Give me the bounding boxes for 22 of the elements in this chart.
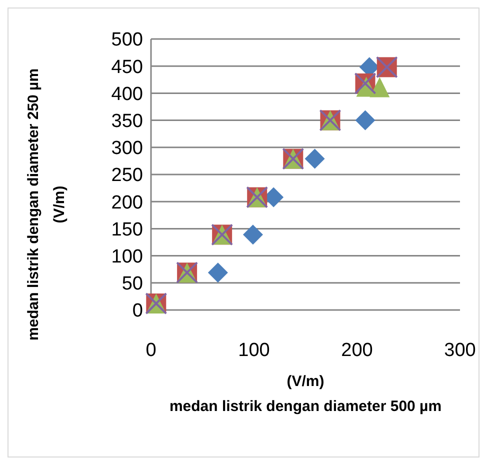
x-axis-title: (V/m) medan listrik dengan diameter 500 µm [169, 373, 442, 415]
point [208, 262, 228, 283]
y-tick-label: 50 [122, 274, 143, 295]
point [242, 224, 263, 245]
y-axis-title: medan listrik dengan diameter 250 µm (V/m) [25, 68, 68, 341]
y-tick-label: 350 [111, 110, 143, 132]
y-tick-label: 450 [111, 56, 143, 78]
y-tick-label: 500 [111, 30, 143, 51]
x-tick-label: 100 [238, 340, 270, 361]
y-tick-label: 200 [111, 192, 143, 214]
y-tick-label: 300 [111, 138, 143, 160]
x-tick-label: 0 [146, 340, 156, 361]
x-tick-label: 300 [444, 340, 476, 361]
y-tick-label: 400 [111, 84, 143, 105]
point [355, 110, 376, 130]
point [370, 77, 390, 98]
y-tick-label: 0 [132, 300, 143, 322]
y-tick-label: 150 [111, 219, 143, 240]
y-tick-label: 250 [111, 165, 143, 186]
x-tick-label: 200 [341, 340, 373, 361]
point [304, 148, 325, 169]
y-tick-label: 100 [111, 246, 143, 268]
